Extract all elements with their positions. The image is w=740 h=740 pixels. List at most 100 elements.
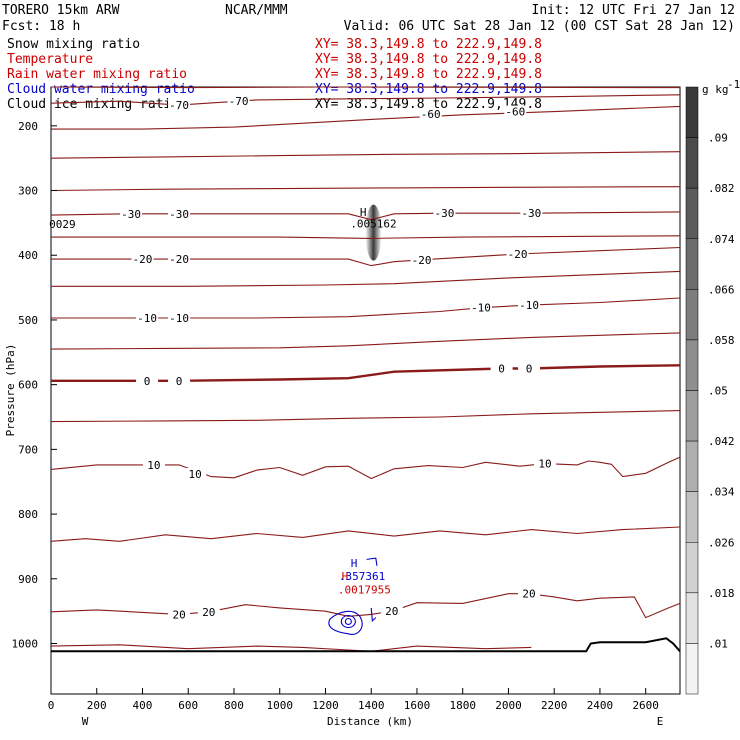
contour-label-bg — [518, 587, 541, 600]
x-tick-label-2000: 2000 — [495, 699, 522, 712]
contour-label-bg — [380, 605, 403, 618]
field-xy-0: XY= 38.3,149.8 to 222.9,149.8 — [315, 37, 542, 52]
contour-label-bg — [534, 457, 557, 470]
cloud-water-ring — [340, 614, 356, 629]
colorbar-swatch-4 — [685, 289, 699, 341]
model-title: TORERO 15km ARW — [2, 3, 120, 18]
annotation-0: H — [360, 206, 367, 219]
x-tick-label-600: 600 — [178, 699, 198, 712]
contour-label--10-1: -10 — [169, 312, 189, 325]
contour-label-bg — [197, 605, 220, 618]
colorbar-label-10: .01 — [708, 637, 728, 650]
x-tick-label-2600: 2600 — [632, 699, 659, 712]
center-title: NCAR/MMM — [225, 3, 288, 18]
temp-contour--20-7 — [51, 246, 681, 267]
temp-contour-10-13 — [50, 456, 681, 480]
colorbar-label-8: .026 — [708, 536, 735, 549]
forecast-hour: Fcst: 18 h — [2, 19, 80, 34]
x-tick-label-0: 0 — [48, 699, 55, 712]
colorbar-swatch-11 — [685, 643, 699, 695]
field-name-3: Cloud water mixing ratio — [7, 82, 195, 97]
contour-label-20-3: 20 — [522, 588, 535, 601]
temperature-contours — [50, 86, 681, 652]
contour-label-bg — [504, 105, 527, 118]
contour-label-bg — [433, 207, 456, 220]
field-name-2: Rain water mixing ratio — [7, 67, 187, 82]
colorbar-label-0: .09 — [708, 132, 728, 145]
contour-label-0-3: 0 — [526, 362, 533, 375]
terrain — [51, 637, 681, 653]
x-axis: 0 200 400 600 800 1000 1200 1400 1600 1800 2000 220… — [48, 688, 659, 712]
field-xy-1: XY= 38.3,149.8 to 222.9,149.8 — [315, 52, 542, 67]
x-tick-label-2200: 2200 — [541, 699, 568, 712]
contour-label-bg — [168, 253, 191, 266]
x-axis-east-label: E — [657, 715, 664, 728]
contour-label-bg — [520, 207, 543, 220]
field-name-4: Cloud ice mixing ratio — [7, 97, 179, 112]
x-tick-label-2400: 2400 — [587, 699, 614, 712]
contour-label-10-2: 10 — [538, 458, 551, 471]
contour-label-20-1: 20 — [202, 606, 215, 619]
colorbar-swatch-1 — [685, 137, 699, 189]
contour-label-bg — [136, 374, 159, 387]
x-tick-label-1600: 1600 — [404, 699, 431, 712]
colorbar-swatch-2 — [685, 187, 699, 240]
temp-contour--40-4 — [50, 186, 681, 192]
field-xy-4: XY= 38.3,149.8 to 222.9,149.8 — [315, 97, 542, 112]
contour-label--20-0: -20 — [133, 253, 153, 266]
temp-contour--15-8 — [51, 270, 681, 287]
annotation-6: .0017955 — [338, 584, 391, 597]
annotation-2: 0029 — [49, 218, 76, 231]
x-tick-label-200: 200 — [87, 699, 107, 712]
contour-label--20-2: -20 — [412, 254, 432, 267]
contour-label--30-1: -30 — [169, 208, 189, 221]
y-axis-label: Pressure (hPa) — [4, 344, 17, 437]
x-tick-label-1000: 1000 — [266, 699, 293, 712]
colorbar-label-3: .066 — [708, 283, 735, 296]
y-tick-label-600: 600 — [18, 379, 38, 392]
temp-contour-20-15 — [50, 593, 681, 619]
colorbar-swatch-6 — [685, 390, 699, 442]
y-axis: 200 300 400 500 600 700 800 900 1000 — [12, 120, 57, 651]
colorbar-swatch-9 — [685, 542, 699, 594]
temp-contour--70-1 — [50, 86, 681, 89]
contour-label-10-0: 10 — [147, 459, 160, 472]
field-list: Snow mixing ratio XY= 38.3,149.8 to 222.9… — [7, 37, 542, 112]
contour-label--20-1: -20 — [169, 253, 189, 266]
contour-label-bg — [518, 362, 541, 375]
y-tick-label-700: 700 — [18, 443, 38, 456]
colorbar-swatch-5 — [685, 339, 699, 391]
cloud-water-arc — [370, 607, 377, 623]
contour-label-bg — [136, 312, 159, 325]
cloud-water-outer — [328, 610, 363, 635]
contour-label--30-2: -30 — [434, 207, 454, 220]
colorbar: .09 .082 .074 .066 .058 .05 .042 .034 .026 .018 .0… — [685, 78, 740, 695]
x-tick-label-1400: 1400 — [358, 699, 385, 712]
contour-label-10-1: 10 — [188, 468, 201, 481]
contour-label-20-0: 20 — [172, 608, 185, 621]
x-tick-label-1200: 1200 — [312, 699, 339, 712]
contour-label-0-2: 0 — [498, 362, 505, 375]
field-xy-3: XY= 38.3,149.8 to 222.9,149.8 — [315, 82, 542, 97]
annotation-5: .357361 — [339, 570, 385, 583]
contour-label-bg — [168, 312, 191, 325]
cloud-water-core — [344, 617, 352, 626]
contour-label-0-0: 0 — [144, 375, 151, 388]
x-axis-west-label: W — [82, 715, 89, 728]
y-tick-label-1000: 1000 — [12, 638, 39, 651]
colorbar-units: g kg — [702, 83, 729, 96]
temp-contour-15-14 — [50, 526, 681, 542]
contour-label--60-1: -60 — [505, 106, 525, 119]
valid-time: Valid: 06 UTC Sat 28 Jan 12 (00 CST Sat … — [344, 19, 735, 34]
colorbar-label-6: .042 — [708, 435, 735, 448]
y-tick-label-400: 400 — [18, 249, 38, 262]
contour-label--30-0: -30 — [121, 208, 141, 221]
contour-label--10-0: -10 — [137, 312, 157, 325]
contour-label--70-0: -70 — [169, 99, 189, 112]
y-tick-label-200: 200 — [18, 120, 38, 133]
x-axis-label: Distance (km) — [327, 715, 413, 728]
colorbar-swatch-0 — [685, 86, 699, 138]
cloud-water-top — [366, 557, 378, 566]
init-time: Init: 12 UTC Fri 27 Jan 12 — [532, 3, 736, 18]
